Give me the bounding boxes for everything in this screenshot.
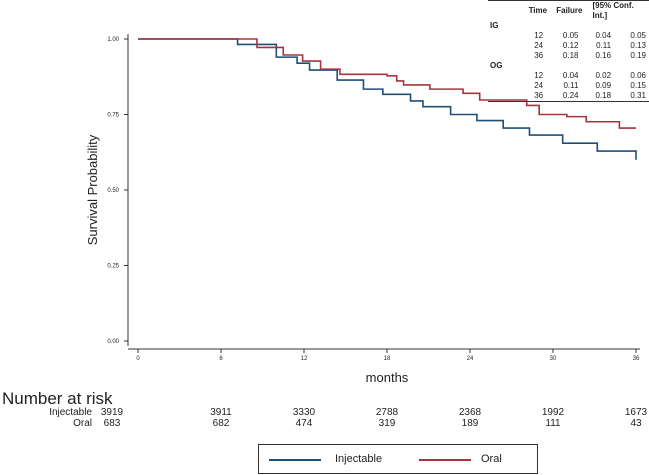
failure-table-cell: 12 xyxy=(534,31,544,40)
failure-group-label: OG xyxy=(490,61,503,70)
x-tick-label: 12 xyxy=(301,356,308,362)
y-tick-label: 0.75 xyxy=(107,113,119,119)
failure-table-cell: 0.24 xyxy=(562,91,579,100)
failure-table-header: Time Failure [95% Conf. Int.] xyxy=(488,1,649,22)
legend-label-injectable: Injectable xyxy=(335,453,383,465)
failure-table-cell: 0.11 xyxy=(596,41,612,50)
failure-table-cell: 0.06 xyxy=(630,71,646,80)
failure-group-label: IG xyxy=(490,21,499,30)
legend-label-oral: Oral xyxy=(481,453,502,465)
failure-table-row: 12 0.05 0.04 0.05 xyxy=(488,31,649,41)
risk-count: 1673 xyxy=(624,407,648,418)
failure-table-row: 24 0.12 0.11 0.13 xyxy=(488,41,649,51)
failure-table-cell: 0.18 xyxy=(562,51,579,60)
failure-table-cell: 0.16 xyxy=(595,51,612,60)
risk-row-label: Oral xyxy=(73,418,92,429)
risk-count: 319 xyxy=(378,418,396,429)
x-tick-label: 0 xyxy=(136,356,140,362)
failure-table-cell: 0.11 xyxy=(563,81,579,90)
failure-table-row: 24 0.11 0.09 0.15 xyxy=(488,81,649,91)
failure-table: Time Failure [95% Conf. Int.] IG 12 0.05 0.04 0… xyxy=(488,0,649,102)
legend-swatch-oral xyxy=(419,459,471,461)
failure-table-cell: 0.13 xyxy=(630,41,646,50)
failure-table-row: 12 0.04 0.02 0.06 xyxy=(488,71,649,81)
failure-table-cell: 0.12 xyxy=(562,41,579,50)
failure-table-cell: 0.04 xyxy=(562,71,579,80)
failure-table-cell: 0.02 xyxy=(595,71,612,80)
failure-table-cell: 0.09 xyxy=(595,81,612,90)
x-axis-label: months xyxy=(366,370,409,385)
risk-row-label: Injectable xyxy=(49,407,92,418)
risk-count: 683 xyxy=(103,418,121,429)
legend-swatch-injectable xyxy=(269,459,321,461)
y-tick-label: 1.00 xyxy=(107,37,119,43)
risk-count: 2368 xyxy=(458,407,482,418)
risk-count: 3919 xyxy=(100,407,124,418)
failure-table-cell: 0.15 xyxy=(630,81,646,90)
risk-count: 43 xyxy=(630,418,642,429)
x-tick-label: 36 xyxy=(633,356,640,362)
failure-table-cell: 0.04 xyxy=(595,31,612,40)
risk-count: 3330 xyxy=(292,407,316,418)
failure-table-cell: 24 xyxy=(534,41,544,50)
survival-curve-injectable xyxy=(138,38,637,160)
failure-table-cell: 36 xyxy=(534,91,544,100)
failure-table-cell: 0.18 xyxy=(595,91,612,100)
y-axis-label: Survival Probability xyxy=(85,134,100,245)
failure-table-cell: 0.31 xyxy=(630,91,646,100)
x-tick-label: 6 xyxy=(219,356,223,362)
risk-count: 474 xyxy=(295,418,313,429)
failure-table-cell: 24 xyxy=(534,81,544,90)
legend: Injectable Oral xyxy=(258,444,538,474)
risk-count: 111 xyxy=(545,418,561,429)
x-tick-label: 18 xyxy=(384,356,391,362)
failure-table-cell: 36 xyxy=(534,51,544,60)
risk-count: 3911 xyxy=(210,407,232,418)
failure-table-row: 36 0.18 0.16 0.19 xyxy=(488,51,649,61)
x-tick-label: 30 xyxy=(550,356,557,362)
failure-table-cell: 0.19 xyxy=(630,51,646,60)
failure-table-cell: 12 xyxy=(534,71,544,80)
risk-count: 189 xyxy=(461,418,479,429)
risk-count: 1992 xyxy=(541,407,565,418)
y-tick-label: 0.50 xyxy=(107,188,119,194)
y-tick-label: 0.25 xyxy=(107,264,119,270)
risk-count: 682 xyxy=(212,418,230,429)
failure-table-row: 36 0.24 0.18 0.31 xyxy=(488,91,649,102)
x-tick-label: 24 xyxy=(467,356,474,362)
survival-curve-oral xyxy=(138,38,636,129)
failure-table-header-cell: Time xyxy=(528,6,548,15)
failure-table-cell: 0.05 xyxy=(562,31,579,40)
failure-table-cell: 0.05 xyxy=(630,31,646,40)
failure-table-header-cell: Failure xyxy=(556,6,583,15)
risk-table-title: Number at risk xyxy=(2,389,113,408)
failure-table-header-cell: [95% Conf. Int.] xyxy=(592,1,634,20)
risk-count: 2788 xyxy=(375,407,399,418)
plot-area: 0.00 0.25 0.50 0.75 1.00 0 6 12 18 24 30 36 months Su… xyxy=(85,34,640,385)
y-tick-label: 0.00 xyxy=(107,339,119,345)
